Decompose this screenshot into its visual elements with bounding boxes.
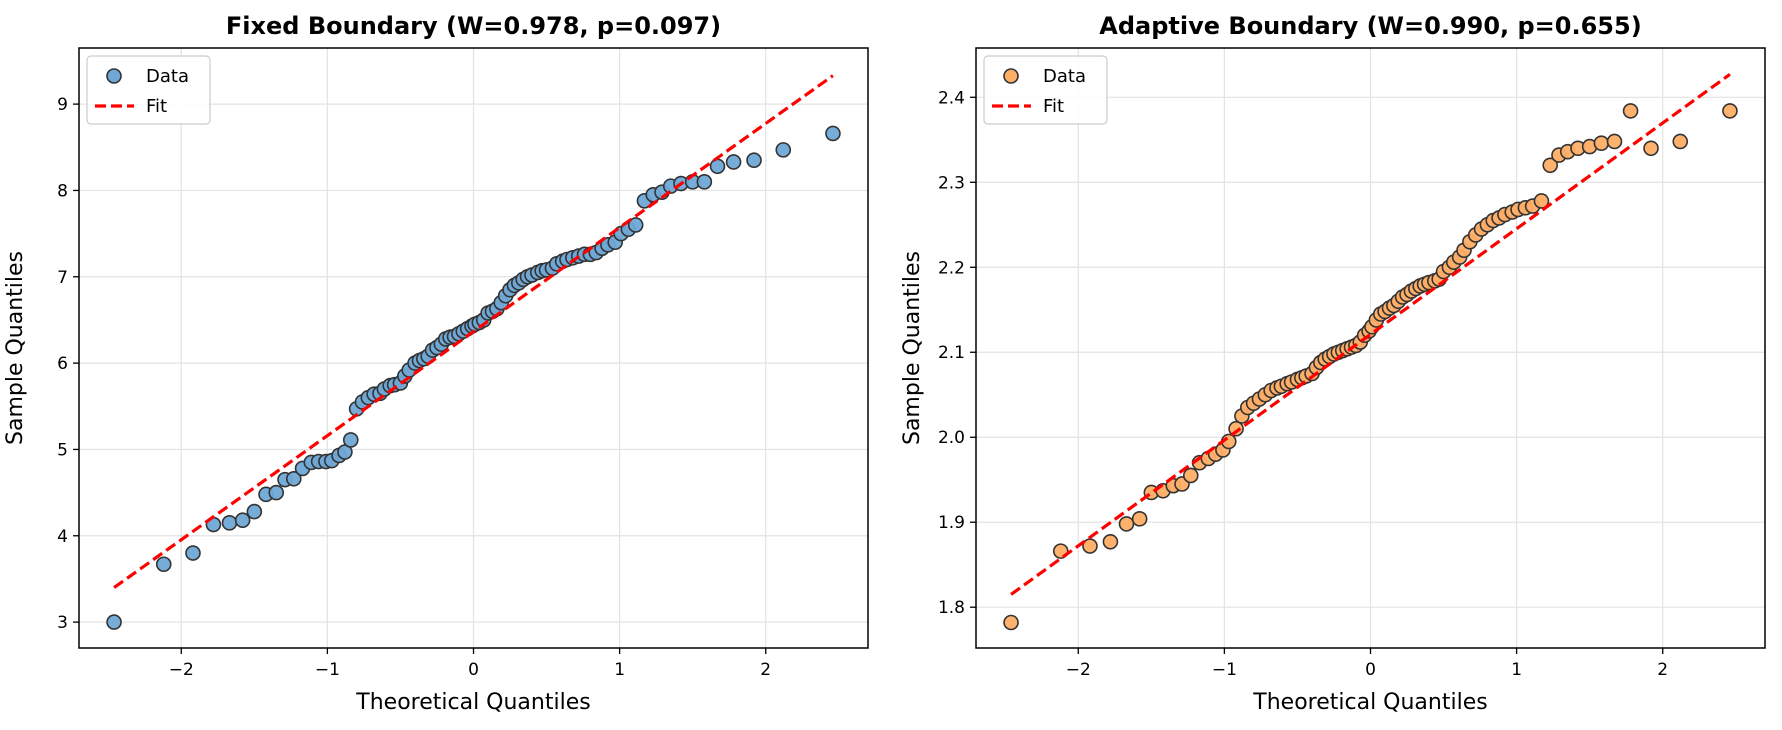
data-point — [1593, 135, 1610, 151]
x-tick-label: −2 — [169, 660, 194, 680]
data-point — [709, 158, 726, 175]
y-tick-label: 2.4 — [938, 88, 965, 108]
y-tick-label: 5 — [57, 440, 68, 460]
fit-line — [1010, 73, 1731, 596]
x-tick-label: 1 — [614, 660, 625, 680]
legend-marker-data — [106, 68, 122, 84]
data-point — [221, 515, 238, 531]
y-tick-label: 1.8 — [938, 598, 965, 618]
fit-line — [113, 74, 834, 589]
y-axis-label: Sample Quantiles — [3, 251, 28, 445]
legend: Data Fit — [983, 55, 1108, 125]
legend-label-data: Data — [146, 66, 189, 87]
legend-label-fit: Fit — [1043, 96, 1064, 117]
data-point — [1672, 133, 1689, 150]
y-tick-label: 2.1 — [938, 343, 965, 363]
data-point — [1542, 157, 1559, 174]
data-point — [1102, 533, 1119, 550]
data-point — [627, 217, 644, 233]
y-tick-label: 6 — [57, 354, 68, 374]
data-point — [1533, 193, 1550, 209]
data-point — [1643, 140, 1659, 157]
y-tick-label: 1.9 — [938, 513, 965, 533]
data-point — [106, 614, 122, 630]
x-axis-label: Theoretical Quantiles — [355, 690, 590, 715]
chart-title: Fixed Boundary (W=0.978, p=0.097) — [226, 12, 721, 40]
x-tick-label: −1 — [315, 660, 340, 680]
data-point — [1182, 467, 1199, 484]
chart-panel-2: −2 −1 0 1 2 1.8 1.9 2.0 2.1 2.2 2.3 2.4 Adaptive Bou… — [900, 12, 1766, 715]
x-tick-label: −1 — [1212, 660, 1237, 680]
x-tick-label: 1 — [1511, 660, 1522, 680]
legend-label-data: Data — [1043, 66, 1086, 87]
chart-title: Adaptive Boundary (W=0.990, p=0.655) — [1099, 12, 1641, 40]
x-tick-label: −2 — [1066, 660, 1091, 680]
data-point — [1722, 103, 1738, 119]
data-point — [825, 125, 841, 142]
chart-panel-1: −2 −1 0 1 2 3 4 5 6 7 8 9 Fixed Boundary (W=0.978, p… — [3, 12, 869, 715]
legend: Data Fit — [86, 55, 211, 125]
data-point — [185, 545, 201, 561]
x-tick-label: 0 — [1365, 660, 1376, 680]
x-axis-label: Theoretical Quantiles — [1252, 690, 1487, 715]
y-tick-label: 2.2 — [938, 258, 965, 278]
legend-label-fit: Fit — [146, 96, 167, 117]
x-tick-label: 2 — [760, 660, 771, 680]
data-point — [1606, 133, 1623, 150]
y-tick-label: 7 — [57, 268, 68, 288]
data-point — [775, 142, 792, 158]
data-point — [1003, 614, 1019, 631]
data-point — [268, 484, 285, 501]
data-point — [285, 470, 302, 487]
y-axis-label: Sample Quantiles — [900, 251, 925, 445]
data-point — [725, 154, 742, 170]
y-tick-label: 3 — [57, 613, 68, 633]
data-point — [234, 512, 251, 529]
y-tick-label: 9 — [57, 95, 68, 115]
data-point — [1622, 103, 1639, 119]
data-point — [342, 432, 359, 448]
data-point — [246, 503, 263, 520]
data-point — [1131, 511, 1148, 527]
x-tick-label: 0 — [468, 660, 479, 680]
data-point — [155, 556, 172, 573]
data-point — [1082, 538, 1098, 554]
y-tick-label: 8 — [57, 181, 68, 201]
y-tick-label: 2.0 — [938, 428, 965, 448]
x-tick-label: 2 — [1657, 660, 1668, 680]
legend-marker-data — [1003, 68, 1019, 84]
data-point — [746, 152, 762, 169]
y-tick-label: 2.3 — [938, 173, 965, 193]
data-point — [696, 174, 713, 190]
y-tick-label: 4 — [57, 527, 68, 547]
data-point — [1118, 516, 1135, 532]
